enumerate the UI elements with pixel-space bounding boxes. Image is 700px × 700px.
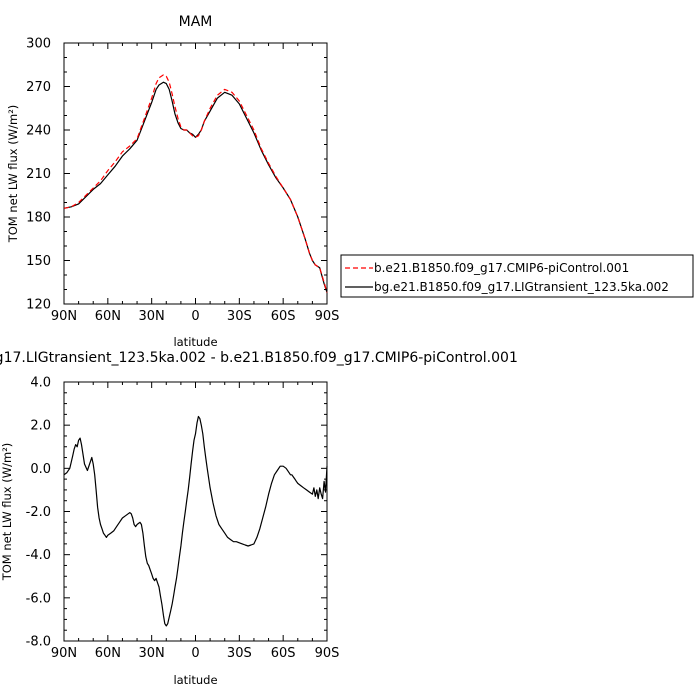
bottom-y-tick-label: -6.0 — [26, 591, 51, 606]
top-panel-title: MAM — [179, 14, 213, 30]
top-y-tick-label: 270 — [26, 80, 51, 95]
bottom-x-tick-label: 60N — [95, 646, 121, 661]
bottom-x-tick-label: 60S — [271, 646, 296, 661]
top-series-line-0 — [63, 74, 328, 293]
legend: b.e21.B1850.f09_g17.CMIP6-piControl.001 … — [340, 254, 694, 298]
top-y-tick-label: 240 — [26, 124, 51, 139]
bottom-x-tick-label: 0 — [191, 646, 199, 661]
bottom-y-tick-label: 0.0 — [30, 462, 51, 477]
bottom-y-axis-title: TOM net LW flux (W/m²) — [0, 443, 14, 582]
bottom-y-tick-label: -2.0 — [26, 505, 51, 520]
bottom-x-tick-label: 30N — [139, 646, 165, 661]
legend-label-picontrol: b.e21.B1850.f09_g17.CMIP6-piControl.001 — [374, 261, 629, 275]
top-plot-frame — [63, 42, 328, 305]
bottom-x-axis-title: latitude — [173, 673, 217, 687]
top-x-tick-label: 90N — [51, 309, 77, 324]
bottom-x-tick-label: 30S — [227, 646, 252, 661]
bottom-x-tick-label: 90N — [51, 646, 77, 661]
top-y-tick-label: 180 — [26, 211, 51, 226]
top-x-tick-label: 30N — [139, 309, 165, 324]
top-y-tick-label: 300 — [26, 37, 51, 52]
top-x-axis-title: latitude — [173, 335, 217, 349]
top-x-tick-label: 90S — [315, 309, 340, 324]
top-x-tick-label: 60N — [95, 309, 121, 324]
bottom-panel-title: bg.e21.B1850.f09_g17.LIGtransient_123.5k… — [0, 350, 518, 366]
bottom-plot-frame — [63, 381, 328, 642]
top-x-tick-label: 30S — [227, 309, 252, 324]
bottom-series-line-0 — [63, 415, 328, 627]
bottom-x-tick-label: 90S — [315, 646, 340, 661]
legend-box — [340, 254, 694, 298]
top-x-tick-label: 60S — [271, 309, 296, 324]
bottom-y-tick-label: 2.0 — [30, 419, 51, 434]
top-y-tick-label: 150 — [26, 254, 51, 269]
top-y-axis-title: TOM net LW flux (W/m²) — [6, 105, 20, 244]
top-y-tick-label: 210 — [26, 167, 51, 182]
bottom-panel: bg.e21.B1850.f09_g17.LIGtransient_123.5k… — [0, 350, 518, 687]
top-ticks: 90N 60N 30N 0 30S 60S 90S 120 150 180 210 240 270 300 — [26, 37, 339, 325]
bottom-y-tick-label: -8.0 — [26, 635, 51, 650]
top-series-line-1 — [63, 81, 328, 293]
bottom-ticks: 90N 60N 30N 0 30S 60S 90S -8.0 -6.0 -4.0 -2.0 0.0 2.… — [26, 376, 340, 662]
bottom-lines — [63, 415, 328, 627]
legend-label-ligtransient: bg.e21.B1850.f09_g17.LIGtransient_123.5k… — [374, 280, 669, 294]
top-lines — [63, 74, 328, 293]
bottom-y-tick-label: -4.0 — [26, 548, 51, 563]
top-panel: MAM 90N 60N 30N 0 30S 60S 90S 120 150 180 210 240 27… — [6, 14, 339, 349]
bottom-y-tick-label: 4.0 — [30, 376, 51, 391]
top-x-tick-label: 0 — [191, 309, 199, 324]
top-y-tick-label: 120 — [26, 298, 51, 313]
